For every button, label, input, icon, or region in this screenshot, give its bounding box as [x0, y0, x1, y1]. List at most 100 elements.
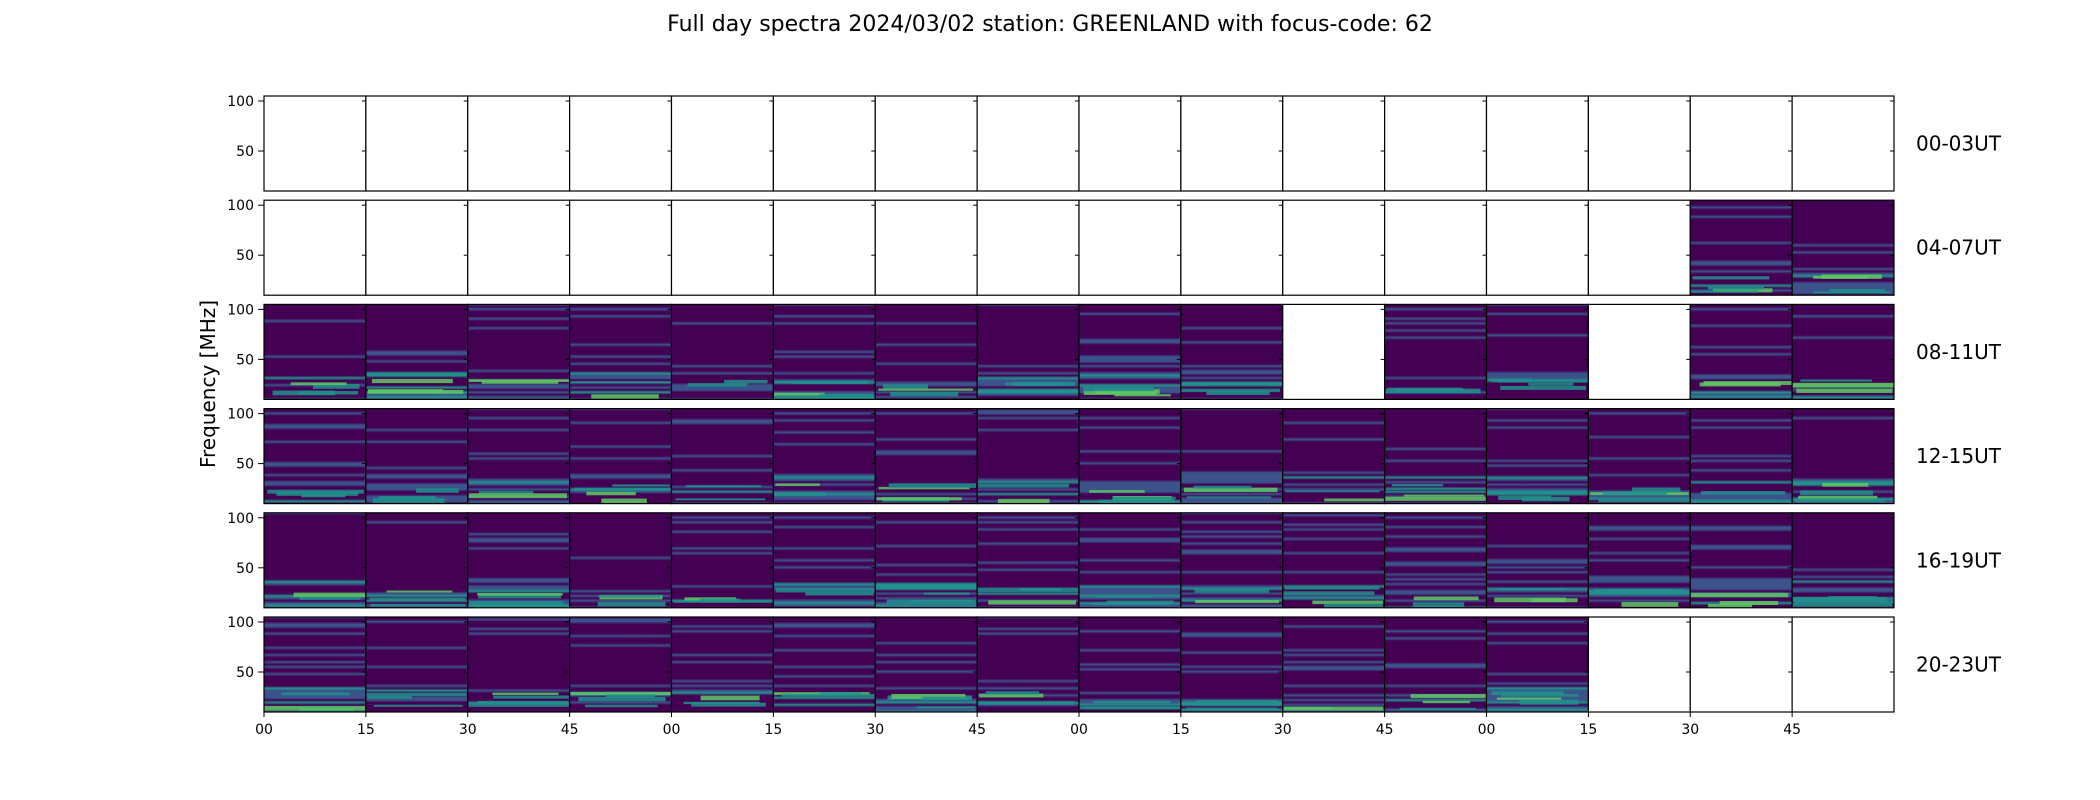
spectrum-band [1079, 706, 1181, 710]
spectrum-panel [1690, 200, 1793, 296]
spectrum-band [468, 379, 570, 382]
spectrum-band [1491, 691, 1564, 696]
y-tick-label: 50 [236, 144, 254, 160]
spectrum-band [1813, 291, 1891, 294]
spectrum-band [878, 388, 974, 391]
spectrum-panel [365, 512, 468, 608]
y-tick-label: 100 [227, 407, 254, 423]
spectrum-band [890, 391, 959, 397]
spectrum-band [700, 695, 760, 701]
spectrum-panel [264, 408, 366, 504]
spectrum-panel [671, 408, 774, 504]
spectrum-band [1707, 286, 1764, 290]
spectrum-band [916, 706, 975, 709]
x-tick-label: 30 [866, 722, 884, 738]
spectrum-band [1112, 496, 1176, 500]
spectrum-band [1496, 697, 1562, 700]
row-08-11UT: 100 50 08-11UT [227, 302, 2002, 400]
spectrum-band [1499, 587, 1564, 591]
spectrum-panel [1486, 408, 1589, 504]
row-04-07UT: 100 50 04-07UT [227, 198, 2002, 296]
spectrum-band [1708, 603, 1753, 609]
y-tick-label: 100 [227, 511, 254, 527]
spectrum-band [372, 498, 445, 503]
spectrum-band [1385, 388, 1481, 394]
spectrum-band [1186, 496, 1272, 499]
empty-panel [1384, 200, 1487, 296]
spectrum-band [1195, 600, 1280, 604]
spectrum-panel [875, 304, 978, 400]
empty-panel [773, 96, 876, 191]
spectrum-panel [773, 408, 876, 504]
spectrum-band [1528, 382, 1574, 386]
x-tick-label: 15 [357, 722, 375, 738]
spectrum-band [988, 600, 1077, 605]
row-00-03UT: 100 50 00-03UT [227, 94, 2002, 192]
x-tick-label: 30 [1681, 722, 1699, 738]
spectrum-panel [1180, 304, 1283, 400]
spectrum-band [386, 590, 453, 593]
spectrum-band [369, 597, 466, 601]
spectrum-panel [773, 304, 876, 400]
spectrum-band [267, 489, 364, 494]
empty-panel [977, 96, 1079, 191]
chart-title: Full day spectra 2024/03/02 station: GRE… [667, 12, 1433, 37]
spectrum-band [922, 696, 971, 701]
spectrum-band [1494, 597, 1567, 603]
x-tick-label: 00 [1478, 722, 1496, 738]
spectrum-band [570, 692, 671, 696]
spectrum-band [586, 491, 636, 496]
spectrum-band [1206, 390, 1270, 396]
panel-frame [1791, 512, 1895, 609]
spectrum-band [977, 483, 1070, 488]
spectrum-band [1792, 602, 1893, 607]
spectrum-band [478, 594, 561, 599]
spectrum-panel [1282, 617, 1385, 712]
x-tick-label: 15 [1172, 722, 1190, 738]
spectrum-band [598, 595, 661, 598]
spectrum-band [1285, 490, 1380, 493]
empty-panel [773, 200, 876, 296]
spectrum-panel [1792, 408, 1894, 504]
spectrum-band [776, 380, 869, 384]
row-20-23UT: 100 50 20-23UT [227, 615, 2002, 713]
spectrum-band [1829, 289, 1885, 293]
spectrum-band [1792, 597, 1887, 603]
spectrum-band [1692, 276, 1770, 280]
spectrum-panel [1180, 617, 1283, 712]
spectrum-band [1690, 592, 1789, 598]
spectrum-band [1797, 495, 1878, 501]
spectrum-band [1399, 707, 1476, 710]
spectrum-band [882, 384, 929, 390]
spectrum-band [612, 484, 670, 487]
spectrum-band [691, 702, 766, 707]
spectrum-band [1521, 496, 1570, 502]
spectrum-band [1404, 494, 1485, 497]
spectrum-band [685, 485, 762, 488]
spectrum-band [1093, 700, 1171, 704]
row-label: 04-07UT [1916, 236, 2002, 260]
spectrum-band [366, 692, 467, 697]
spectrum-panel [977, 617, 1079, 712]
spectrum-band [1501, 693, 1579, 697]
empty-panel [875, 200, 978, 296]
empty-panel [1384, 96, 1487, 191]
x-tick-label: 30 [1274, 722, 1292, 738]
spectrum-band [1422, 700, 1470, 704]
row-label: 08-11UT [1916, 340, 2002, 364]
spectrum-band [775, 483, 820, 486]
spectrum-band [886, 599, 977, 604]
spectrum-band [1098, 499, 1175, 504]
spectrum-panel [467, 512, 570, 608]
spectrum-panel [1690, 408, 1793, 504]
spectrum-panel [1079, 408, 1181, 504]
x-tick-label: 45 [1783, 722, 1801, 738]
empty-panel [365, 96, 468, 191]
spectrum-panel [671, 512, 774, 608]
panel-frame [1791, 616, 1895, 713]
spectrum-band [1700, 491, 1786, 495]
spectrum-panel [365, 304, 468, 400]
spectrum-band [481, 380, 559, 384]
